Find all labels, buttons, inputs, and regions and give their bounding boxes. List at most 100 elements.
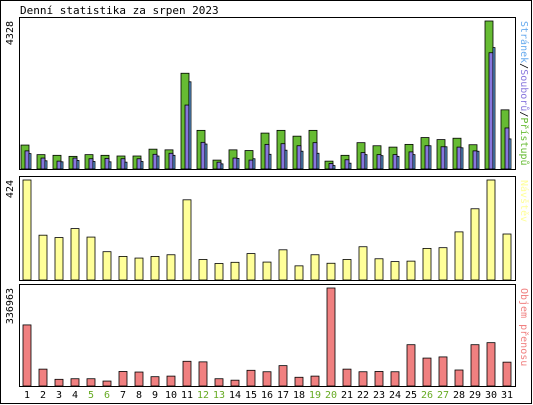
bar-Strnek-10: [172, 154, 176, 170]
bar-Strnek-17: [284, 149, 288, 170]
bar-visits-19: [310, 254, 320, 281]
x-tick-label-7: 7: [120, 390, 126, 401]
bar-traffic-8: [134, 371, 144, 387]
bar-visits-2: [38, 234, 48, 281]
bar-Soubor-8: [136, 158, 142, 170]
x-tick-label-5: 5: [88, 390, 94, 401]
y-max-label-visits: 424: [5, 180, 16, 198]
x-axis-labels: 1 2 3 4 5 6 7 8 9 10 11 12 13 14 15 16 17 18 19 20 21 22 23 24 2…: [24, 390, 513, 401]
bar-traffic-28: [454, 369, 464, 387]
bar-Soubor-15: [248, 159, 254, 170]
bar-Strnek-27: [444, 146, 448, 170]
bar-Strnek-18: [300, 150, 304, 170]
bar-traffic-2: [38, 368, 48, 387]
bar-Soubor-3: [56, 160, 62, 170]
x-tick-label-22: 22: [357, 390, 369, 401]
x-tick-label-13: 13: [213, 390, 225, 401]
bar-Soubor-24: [392, 154, 398, 170]
bar-traffic-27: [438, 356, 448, 387]
x-tick-label-9: 9: [152, 390, 158, 401]
bar-Strnek-12: [204, 143, 208, 170]
bar-Strnek-19: [316, 152, 320, 170]
x-tick-label-30: 30: [485, 390, 497, 401]
bar-visits-25: [406, 260, 416, 281]
legend-hits-files-pages: Stránek/Souborů/Přístupů: [518, 21, 530, 166]
bar-visits-16: [262, 261, 272, 281]
bar-visits-8: [134, 257, 144, 281]
bar-Soubor-1: [24, 150, 30, 170]
x-tick-label-4: 4: [72, 390, 78, 401]
bar-Soubor-25: [408, 151, 414, 170]
bar-visits-1: [22, 179, 32, 281]
bar-visits-6: [102, 251, 112, 281]
x-tick-label-17: 17: [277, 390, 289, 401]
bar-traffic-18: [294, 376, 304, 387]
bar-Soubor-17: [280, 143, 286, 170]
legend-separator: /: [518, 63, 529, 69]
bar-Soubor-18: [296, 145, 302, 170]
bar-visits-5: [86, 236, 96, 281]
x-tick-label-20: 20: [325, 390, 337, 401]
bar-visits-30: [486, 179, 496, 281]
x-tick-label-19: 19: [309, 390, 321, 401]
panel-frame-visits: [19, 176, 516, 281]
bar-traffic-15: [246, 369, 256, 387]
bar-Strnek-22: [364, 154, 368, 170]
bar-Strnek-14: [236, 157, 240, 170]
x-tick-label-21: 21: [341, 390, 353, 401]
bar-traffic-6: [102, 380, 112, 387]
bar-visits-23: [374, 258, 384, 281]
x-tick-label-23: 23: [373, 390, 385, 401]
bar-traffic-7: [118, 371, 128, 387]
bar-visits-4: [70, 228, 80, 281]
bar-Soubor-16: [264, 143, 270, 170]
bar-Soubor-23: [376, 154, 382, 170]
bar-Strnek-16: [268, 153, 272, 170]
bar-traffic-19: [310, 375, 320, 387]
bar-Soubor-14: [232, 157, 238, 170]
x-tick-label-12: 12: [197, 390, 209, 401]
bar-Strnek-29: [476, 150, 480, 170]
legend-traffic: Objem přenosu: [518, 288, 530, 366]
bar-traffic-9: [150, 376, 160, 387]
bar-visits-10: [166, 254, 176, 281]
bar-Strnek-1: [28, 153, 32, 170]
panel-frame-traffic: [19, 284, 516, 387]
bar-visits-13: [214, 263, 224, 281]
panel-visits: 424 Návštěv: [5, 176, 530, 281]
y-max-label-hits-files-pages: 4328: [5, 21, 16, 45]
bar-visits-14: [230, 261, 240, 281]
bar-visits-20: [326, 262, 336, 281]
bar-Soubor-9: [152, 153, 158, 170]
bar-Soubor-11: [184, 104, 190, 170]
legend-item: Stránek: [518, 21, 530, 63]
bar-Soubor-7: [120, 158, 126, 170]
x-tick-label-3: 3: [56, 390, 62, 401]
bar-traffic-12: [198, 361, 208, 387]
bar-Strnek-11: [188, 81, 192, 170]
bar-traffic-17: [278, 365, 288, 387]
legend-item: Přístupů: [518, 117, 530, 165]
bar-Strnek-5: [92, 161, 96, 170]
x-tick-label-14: 14: [229, 390, 241, 401]
bar-visits-31: [502, 233, 512, 281]
x-tick-label-15: 15: [245, 390, 257, 401]
legend-item: Objem přenosu: [518, 288, 530, 366]
bar-visits-24: [390, 261, 400, 281]
bar-traffic-16: [262, 371, 272, 387]
x-tick-label-11: 11: [181, 390, 193, 401]
bar-visits-27: [438, 247, 448, 281]
bar-Soubor-29: [472, 150, 478, 170]
panel-traffic: 336963 Objem přenosu: [5, 284, 530, 387]
bar-traffic-13: [214, 378, 224, 387]
bar-traffic-21: [342, 368, 352, 387]
bar-Soubor-27: [440, 146, 446, 170]
bar-traffic-3: [54, 378, 64, 387]
bar-traffic-24: [390, 371, 400, 387]
bar-Soubor-6: [104, 157, 110, 170]
bar-Soubor-12: [200, 141, 206, 170]
bar-Strnek-4: [76, 160, 80, 170]
